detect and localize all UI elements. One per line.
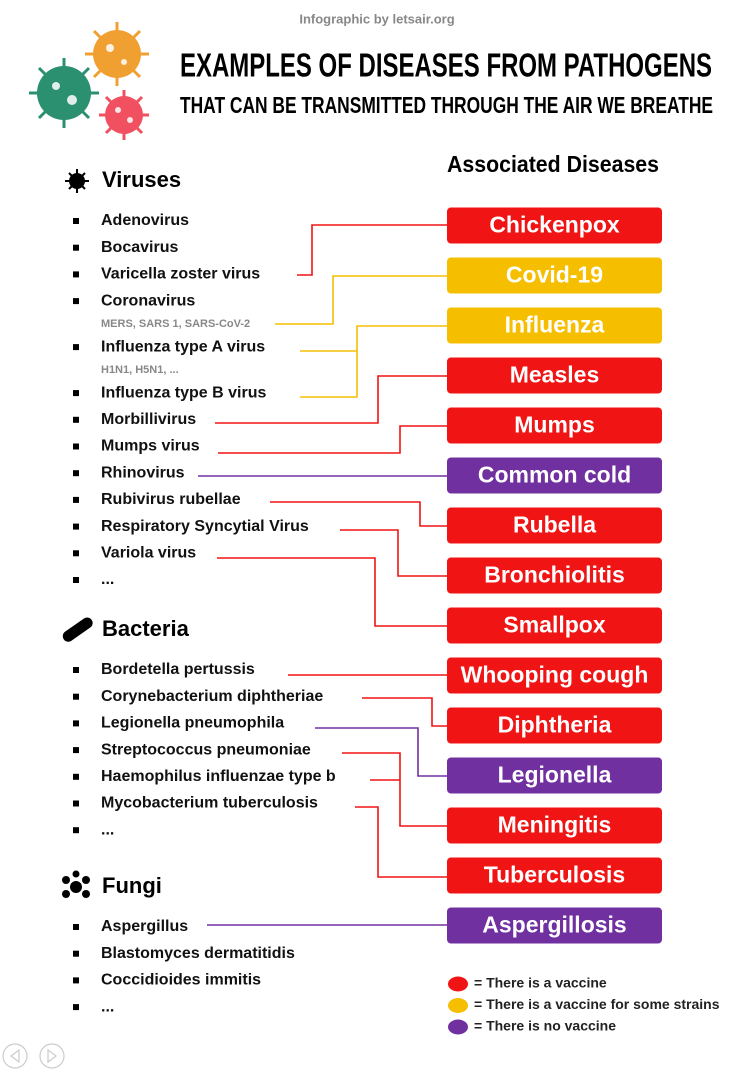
virus-icons [29, 22, 149, 140]
pathogen-note: H1N1, H5N1, ... [101, 364, 179, 376]
disease-name: Mumps [514, 412, 595, 438]
disease-name: Diphtheria [498, 712, 612, 738]
bullet [73, 800, 79, 807]
bullet [73, 470, 79, 477]
bullet [73, 924, 79, 930]
bullet [73, 298, 79, 305]
disease-box [447, 407, 662, 444]
bullet [73, 390, 79, 397]
pathogen-note: MERS, SARS 1, SARS-CoV-2 [101, 318, 250, 330]
bullet [73, 443, 79, 450]
bullet [73, 496, 79, 503]
pathogen: Corynebacterium diphtheriae [101, 688, 323, 705]
pathogen: Streptococcus pneumoniae [101, 741, 311, 758]
pathogen: ... [101, 821, 114, 838]
pathogen: Rubivirus rubellae [101, 491, 241, 508]
disease-name: Meningitis [498, 812, 612, 838]
disease-name: Legionella [498, 762, 612, 788]
disease-name: Smallpox [503, 612, 605, 638]
disease-name: Rubella [513, 512, 596, 538]
group-name: Viruses [102, 167, 181, 192]
pathogen: Coronavirus [101, 292, 195, 309]
bullet [73, 977, 79, 984]
bullet [73, 747, 79, 754]
disease-name: Whooping cough [461, 662, 649, 688]
disease-box [447, 707, 662, 744]
connectors [198, 224, 447, 926]
legend-swatch [448, 1019, 468, 1035]
bullet [73, 667, 79, 673]
bullet [73, 271, 79, 278]
bullet [73, 550, 79, 557]
bullet [73, 1004, 79, 1011]
diseases-heading: Associated Diseases [447, 151, 659, 177]
pathogen: Blastomyces dermatitidis [101, 945, 295, 962]
pathogen: Adenovirus [101, 212, 189, 229]
bullet [73, 344, 79, 351]
bullet [73, 720, 79, 727]
disease-name: Aspergillosis [482, 912, 626, 938]
group-name: Bacteria [102, 616, 190, 641]
disease-box [447, 507, 662, 544]
disease-box [447, 257, 662, 294]
section-icons [62, 169, 93, 898]
pathogen: ... [101, 571, 114, 588]
disease-box [447, 557, 662, 594]
legend-swatch [448, 998, 468, 1013]
pathogen: Coccidioides immitis [101, 972, 261, 989]
disease-box [447, 907, 662, 944]
legend-label: = There is a vaccine [474, 975, 607, 991]
disease-name: Measles [510, 362, 600, 388]
disease-box [447, 307, 662, 344]
pathogen: Morbillivirus [101, 411, 196, 428]
bullet [73, 827, 79, 834]
disease-box [447, 357, 662, 394]
nav-arrows[interactable] [2, 1043, 65, 1069]
pathogen: Influenza type B virus [101, 384, 266, 401]
pathogen: Respiratory Syncytial Virus [101, 518, 309, 535]
bullet [73, 950, 79, 957]
bullet [73, 416, 79, 423]
legend-label: = There is no vaccine [474, 1018, 616, 1034]
pathogen: Aspergillus [101, 918, 188, 935]
disease-box [447, 457, 662, 494]
pathogen: Bocavirus [101, 239, 178, 256]
bullet [73, 773, 79, 780]
pathogen: ... [101, 998, 114, 1015]
disease-box [447, 657, 662, 694]
pathogen: Mycobacterium tuberculosis [101, 795, 318, 812]
pathogen: Varicella zoster virus [101, 266, 260, 283]
disease-box [447, 807, 662, 844]
disease-name: Chickenpox [489, 212, 620, 238]
title-line: THAT CAN BE TRANSMITTED THROUGH THE AIR … [180, 92, 713, 118]
disease-box [447, 857, 662, 894]
bullet [73, 577, 79, 583]
bullet [73, 218, 79, 224]
bullet [73, 523, 79, 530]
pathogen: Influenza type A virus [101, 338, 265, 355]
disease-name: Common cold [478, 462, 631, 488]
pathogen: Rhinovirus [101, 464, 185, 481]
credit: Infographic by letsair.org [299, 11, 454, 26]
pathogen: Legionella pneumophila [101, 715, 284, 732]
disease-box [447, 757, 662, 794]
title-line: EXAMPLES OF DISEASES FROM PATHOGENS [180, 47, 712, 84]
disease-name: Influenza [505, 312, 605, 338]
disease-box [447, 207, 662, 244]
disease-name: Tuberculosis [484, 862, 625, 888]
pathogen: Haemophilus influenzae type b [101, 768, 336, 785]
legend-label: = There is a vaccine for some strains [474, 996, 720, 1012]
legend-swatch [448, 976, 468, 992]
pathogen: Variola virus [101, 545, 196, 562]
disease-name: Bronchiolitis [484, 562, 625, 588]
pathogen: Mumps virus [101, 438, 200, 455]
bullet [73, 693, 79, 700]
pathogen: Bordetella pertussis [101, 661, 255, 678]
disease-box [447, 607, 662, 644]
group-name: Fungi [102, 873, 162, 898]
disease-name: Covid-19 [506, 262, 603, 288]
bullet [73, 244, 79, 251]
